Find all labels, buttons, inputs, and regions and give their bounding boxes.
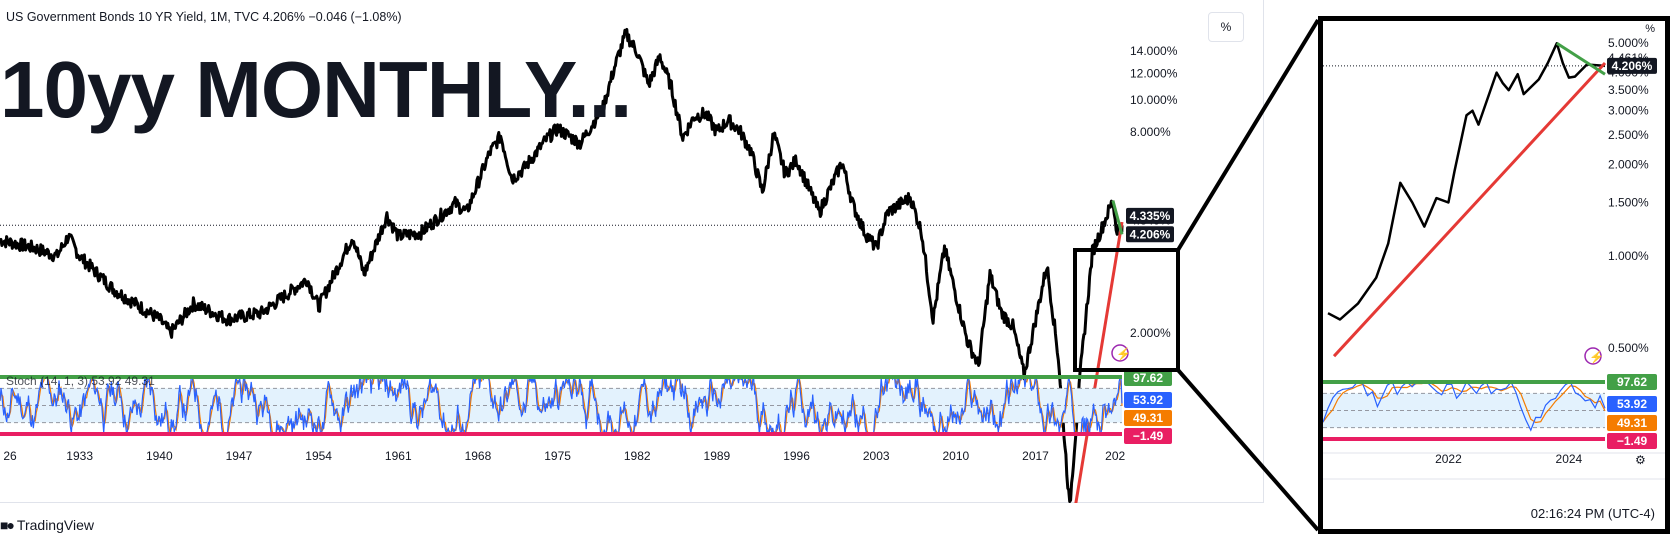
inset-price-tag-bg — [1607, 57, 1657, 74]
inset-alert-glyph: ⚡ — [1589, 350, 1604, 364]
overlay-title: 10yy MONTHLY... — [0, 45, 632, 134]
inset-alert-icon — [1584, 347, 1602, 365]
x-tick-label: 1968 — [465, 449, 492, 463]
main-chart[interactable]: 14.000%12.000%10.000%8.000%4.461%4.349%2… — [0, 0, 1264, 503]
stoch-tag-1-bg — [1124, 392, 1172, 408]
inset-y-tick-label: 1.000% — [1608, 249, 1649, 263]
x-tick-label: 2010 — [943, 449, 970, 463]
stoch-k-line — [0, 374, 1123, 436]
x-tick-label: 1982 — [624, 449, 651, 463]
tradingview-brand[interactable]: ■● TradingView — [0, 517, 94, 533]
stoch-tag-0: 97.62 — [1133, 371, 1163, 385]
inset-chart[interactable]: 5.000%4.461%4.349%4.000%3.500%3.000%2.50… — [1323, 21, 1665, 529]
y-tick-label: 12.000% — [1130, 66, 1178, 80]
x-tick-label: 2003 — [863, 449, 890, 463]
unit-button[interactable]: % — [1208, 12, 1244, 42]
stoch-tag-0-bg — [1124, 370, 1172, 386]
inset-resistance-trendline — [1556, 42, 1606, 76]
main-chart-frame[interactable]: 14.000%12.000%10.000%8.000%4.461%4.349%2… — [0, 0, 1264, 503]
inset-support-trendline — [1332, 61, 1607, 358]
price-line — [0, 28, 1124, 503]
stoch-tag-2: 49.31 — [1133, 411, 1163, 425]
x-tick-label: 1940 — [146, 449, 173, 463]
stoch-tag-1: 53.92 — [1133, 393, 1163, 407]
inset-stoch-tag-1: 53.92 — [1617, 397, 1647, 411]
inset-stoch-d-line — [1323, 381, 1606, 424]
inset-price-tag: 4.206% — [1612, 59, 1653, 73]
x-tick-label: 1961 — [385, 449, 412, 463]
inset-y-tick-label: 5.000% — [1608, 36, 1649, 50]
settings-gear-icon: ⚙ — [1635, 453, 1646, 467]
price-tag-high: 4.335% — [1130, 209, 1171, 223]
x-tick-label: 26 — [3, 449, 17, 463]
stoch-legend: Stoch (14, 1, 3) 53.92 49.31 — [6, 374, 155, 388]
inset-stoch-tag-3-bg — [1607, 433, 1657, 449]
inset-y-tick-label: 3.000% — [1608, 104, 1649, 118]
y-tick-label: 2.000% — [1130, 326, 1171, 340]
x-tick-label: 1989 — [704, 449, 731, 463]
stoch-tag-3: −1.49 — [1133, 429, 1164, 443]
x-tick-label: 202 — [1105, 449, 1125, 463]
x-tick-label: 1954 — [305, 449, 332, 463]
inset-y-tick-label: 0.500% — [1608, 341, 1649, 355]
inset-y-tick-label: 1.500% — [1608, 195, 1649, 209]
price-tag-last-bg — [1126, 226, 1174, 243]
price-tag-last: 4.206% — [1130, 227, 1171, 241]
inset-stoch-tag-2: 49.31 — [1617, 416, 1647, 430]
stoch-tag-2-bg — [1124, 410, 1172, 426]
inset-clock: 02:16:24 PM (UTC-4) — [1530, 506, 1655, 521]
zoom-inset: 5.000%4.461%4.349%4.000%3.500%3.000%2.50… — [1318, 16, 1670, 534]
inset-unit-label: % — [1645, 23, 1655, 35]
inset-stoch-tag-1-bg — [1607, 396, 1657, 412]
inset-y-tick-label: 2.000% — [1608, 157, 1649, 171]
inset-stoch-tag-2-bg — [1607, 415, 1657, 431]
inset-stoch-tag-0-bg — [1607, 374, 1657, 390]
inset-stoch-k-line — [1323, 380, 1606, 432]
inset-x-tick-label: 2024 — [1556, 452, 1583, 466]
x-tick-label: 1947 — [226, 449, 253, 463]
price-tag-high-bg — [1126, 207, 1174, 224]
inset-x-tick-label: 2022 — [1435, 452, 1462, 466]
x-tick-label: 2017 — [1022, 449, 1049, 463]
brand-name: TradingView — [16, 517, 94, 533]
y-tick-label: 14.000% — [1130, 44, 1178, 58]
resistance-trendline — [1111, 200, 1124, 235]
inset-y-tick-label: 2.500% — [1608, 128, 1649, 142]
inset-y-tick-label: 3.500% — [1608, 83, 1649, 97]
x-tick-label: 1996 — [783, 449, 810, 463]
symbol-legend[interactable]: US Government Bonds 10 YR Yield, 1M, TVC… — [6, 10, 402, 24]
x-tick-label: 1975 — [544, 449, 571, 463]
x-tick-label: 1933 — [66, 449, 93, 463]
inset-stoch-tag-0: 97.62 — [1617, 375, 1647, 389]
tradingview-logo-icon: ■● — [0, 517, 15, 533]
inset-stoch-tag-3: −1.49 — [1617, 434, 1648, 448]
y-tick-label: 8.000% — [1130, 125, 1171, 139]
inset-price-line — [1327, 42, 1606, 321]
stoch-tag-3-bg — [1124, 428, 1172, 444]
y-tick-label: 10.000% — [1130, 93, 1178, 107]
